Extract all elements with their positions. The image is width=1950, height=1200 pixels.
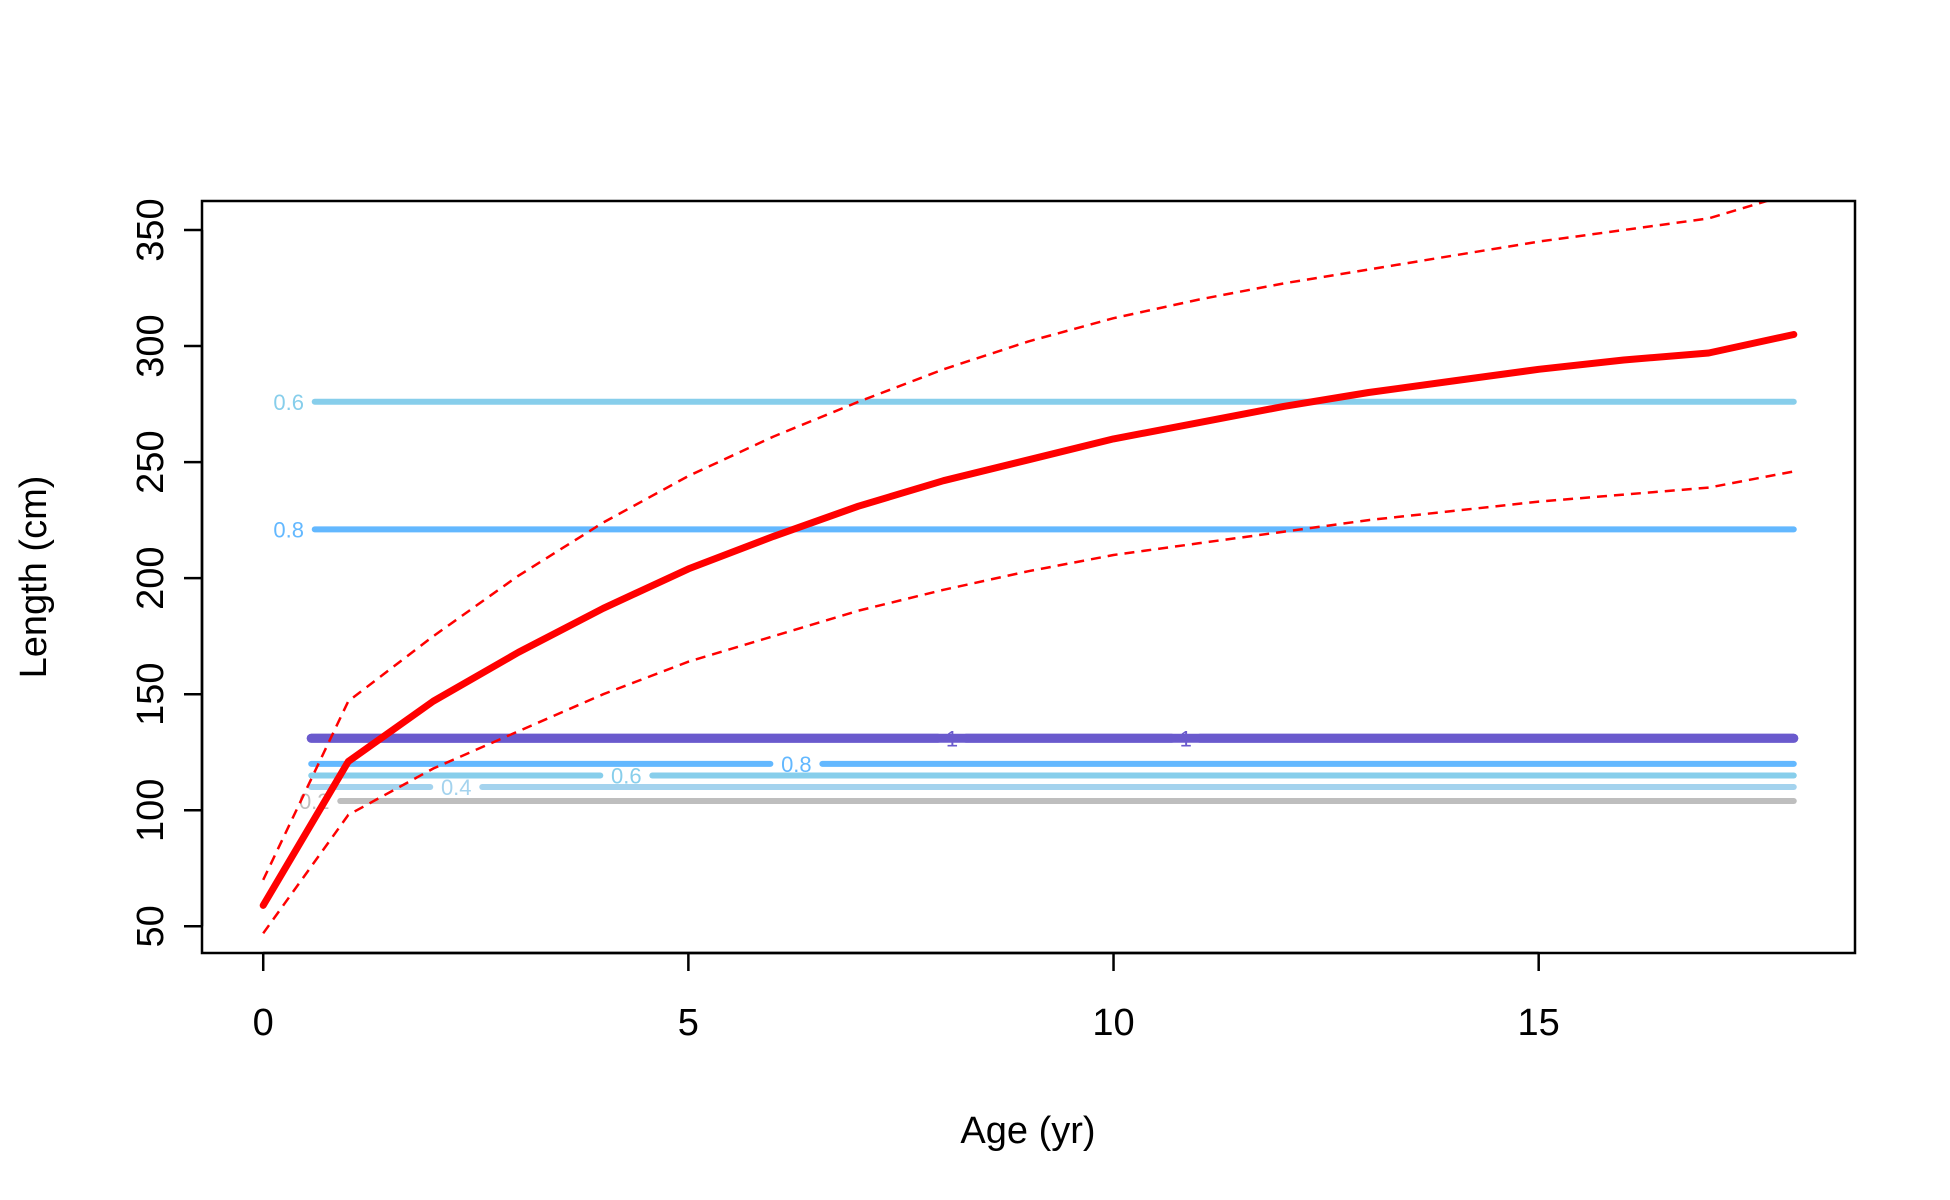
contour-layer: 0.20.40.60.8110.80.6 <box>273 390 1799 814</box>
y-tick-label-3: 200 <box>130 546 172 609</box>
y-tick-label-4: 250 <box>130 430 172 493</box>
series-layer <box>259 201 1798 935</box>
contour-label-2: 0.6 <box>611 763 642 788</box>
series-line-upper <box>262 201 1772 881</box>
contour-label-5: 1 <box>1180 726 1192 751</box>
y-tick-label-1: 100 <box>130 779 172 842</box>
y-tick-label-5: 300 <box>130 314 172 377</box>
series-line-mean <box>259 331 1798 909</box>
plot-frame <box>200 199 1857 955</box>
x-axis-title: Age (yr) <box>960 1110 1095 1152</box>
x-tick-label-3: 15 <box>1518 1002 1560 1044</box>
y-tick-label-6: 350 <box>130 198 172 261</box>
contour-label-1: 0.4 <box>441 775 472 800</box>
x-tick-label-1: 5 <box>678 1002 699 1044</box>
x-tick-label-0: 0 <box>253 1002 274 1044</box>
series-line-lower <box>262 470 1795 935</box>
y-tick-label-0: 50 <box>130 905 172 947</box>
y-tick-label-2: 150 <box>130 663 172 726</box>
contour-label-6: 0.8 <box>273 517 304 542</box>
y-axis: 50 100 150 200 250 300 350 <box>130 198 204 947</box>
contour-label-7: 0.6 <box>273 390 304 415</box>
x-tick-label-2: 10 <box>1092 1002 1134 1044</box>
contour-label-3: 0.8 <box>781 752 812 777</box>
y-axis-title: Length (cm) <box>13 476 55 679</box>
x-axis: 0 5 10 15 <box>253 951 1560 1044</box>
